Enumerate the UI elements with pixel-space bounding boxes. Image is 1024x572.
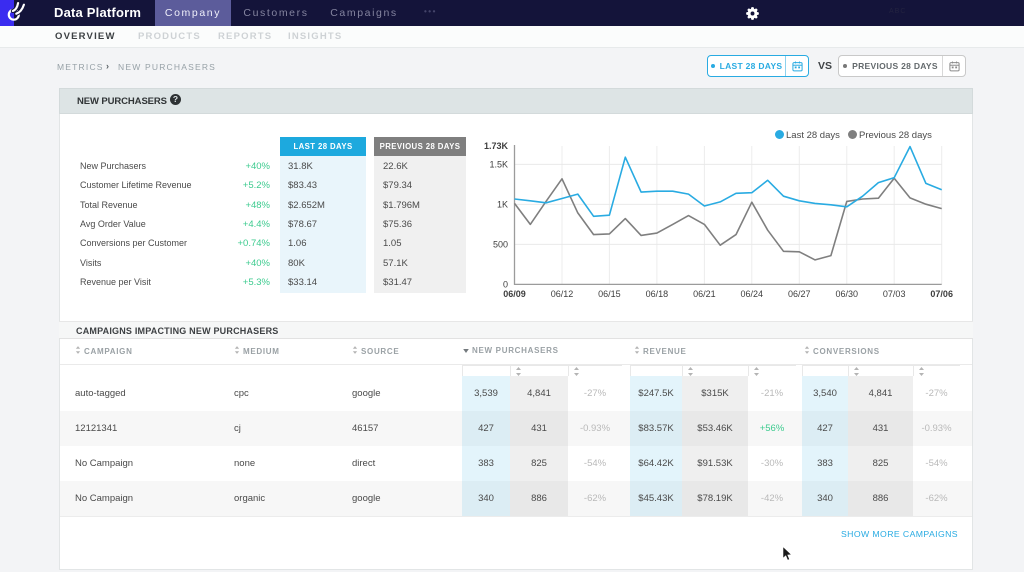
svg-text:0: 0: [503, 279, 508, 289]
svg-text:07/06: 07/06: [930, 289, 953, 299]
svg-text:06/30: 06/30: [836, 289, 859, 299]
svg-text:06/15: 06/15: [598, 289, 621, 299]
svg-text:1.73K: 1.73K: [484, 141, 509, 151]
svg-text:1.5K: 1.5K: [489, 159, 508, 169]
svg-text:07/03: 07/03: [883, 289, 906, 299]
svg-text:1K: 1K: [497, 199, 508, 209]
svg-text:06/21: 06/21: [693, 289, 716, 299]
svg-text:06/18: 06/18: [646, 289, 669, 299]
svg-text:06/12: 06/12: [551, 289, 574, 299]
svg-text:500: 500: [493, 239, 508, 249]
svg-text:06/24: 06/24: [741, 289, 764, 299]
svg-text:06/27: 06/27: [788, 289, 811, 299]
svg-text:06/09: 06/09: [503, 289, 526, 299]
